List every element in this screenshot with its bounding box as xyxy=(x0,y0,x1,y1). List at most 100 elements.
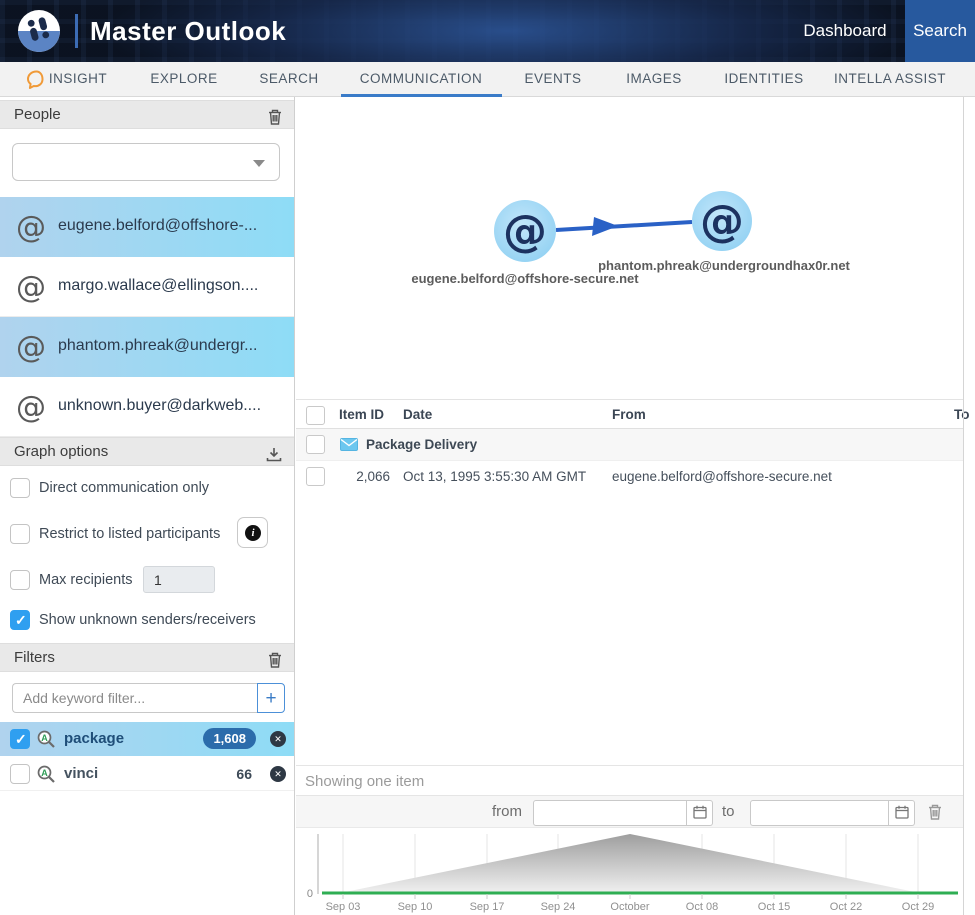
communication-panel: @ @ eugene.belford@offshore-secure.net p… xyxy=(296,97,970,915)
tab-explore[interactable]: EXPLORE xyxy=(150,71,218,86)
person-row[interactable]: @ margo.wallace@ellingson.... xyxy=(0,257,294,317)
remove-filter-icon[interactable]: ✕ xyxy=(270,731,286,747)
clear-range-trash-icon[interactable] xyxy=(928,804,942,825)
svg-text:A: A xyxy=(41,733,48,743)
graph-options-header-label: Graph options xyxy=(14,443,109,460)
option-restrict-participants: Restrict to listed participants i xyxy=(0,517,294,550)
max-recipients-input[interactable] xyxy=(143,566,215,593)
tab-communication[interactable]: COMMUNICATION xyxy=(359,71,483,86)
insight-head-icon xyxy=(27,70,44,89)
filter-count: 66 xyxy=(236,766,252,782)
clear-people-trash-icon[interactable] xyxy=(268,107,282,134)
keyword-filter-input[interactable] xyxy=(12,683,257,713)
cell-from: eugene.belford@offshore-secure.net xyxy=(612,469,832,484)
filter-vinci-checkbox[interactable] xyxy=(10,764,30,784)
to-label: to xyxy=(722,803,735,820)
column-item-id[interactable]: Item ID xyxy=(339,407,385,422)
filter-keyword-label: package xyxy=(64,730,125,747)
timeline-histogram[interactable]: 0 Sep 03 Sep 10 Sep 17 Sep 24 October Oc… xyxy=(296,828,963,915)
cell-date: Oct 13, 1995 3:55:30 AM GMT xyxy=(403,469,587,484)
table-group-row[interactable]: Package Delivery xyxy=(296,429,963,461)
filter-keyword-label: vinci xyxy=(64,765,99,782)
person-row[interactable]: @ phantom.phreak@undergr... xyxy=(0,317,294,377)
svg-text:Sep 17: Sep 17 xyxy=(470,901,505,913)
chevron-down-icon xyxy=(253,160,265,167)
max-recipients-checkbox[interactable] xyxy=(10,570,30,590)
tab-events[interactable]: EVENTS xyxy=(524,71,582,86)
row-checkbox[interactable] xyxy=(306,467,325,486)
option-label: Show unknown senders/receivers xyxy=(39,612,256,628)
timeline-axis-ticks xyxy=(342,894,919,899)
at-icon: @ xyxy=(16,390,46,425)
tab-images[interactable]: IMAGES xyxy=(626,71,682,86)
remove-filter-icon[interactable]: ✕ xyxy=(270,766,286,782)
at-icon: @ xyxy=(503,206,547,257)
export-graph-icon[interactable] xyxy=(266,444,282,471)
column-to[interactable]: To xyxy=(954,407,970,422)
panel-right-border xyxy=(963,97,964,915)
svg-text:A: A xyxy=(41,768,48,778)
people-section-header: People xyxy=(0,100,294,129)
nav-search[interactable]: Search xyxy=(905,0,975,62)
status-bar: Showing one item xyxy=(296,765,963,795)
svg-text:Oct 29: Oct 29 xyxy=(902,901,934,913)
person-email: eugene.belford@offshore-... xyxy=(58,217,258,234)
graph-node-phantom[interactable] xyxy=(692,191,752,251)
filters-section-header: Filters xyxy=(0,643,294,672)
at-icon: @ xyxy=(16,210,46,245)
person-row[interactable]: @ unknown.buyer@darkweb.... xyxy=(0,377,294,437)
at-icon: @ xyxy=(700,196,744,247)
tab-intella-assist[interactable]: INTELLA ASSIST xyxy=(833,71,947,86)
svg-text:Oct 22: Oct 22 xyxy=(830,901,862,913)
column-date[interactable]: Date xyxy=(403,407,433,422)
timeline-tick-labels: Sep 03 Sep 10 Sep 17 Sep 24 October Oct … xyxy=(326,901,935,913)
people-select-dropdown[interactable] xyxy=(12,143,280,181)
logo-divider xyxy=(75,14,78,48)
keyword-search-icon: A xyxy=(36,729,56,754)
svg-text:Oct 15: Oct 15 xyxy=(758,901,790,913)
option-label: Restrict to listed participants xyxy=(39,526,221,542)
active-tab-indicator xyxy=(341,94,502,97)
graph-options-header: Graph options xyxy=(0,437,294,466)
filter-row-package[interactable]: A package 1,608 ✕ xyxy=(0,722,294,756)
tab-search[interactable]: SEARCH xyxy=(259,71,319,86)
tab-bar: INSIGHT EXPLORE SEARCH COMMUNICATION EVE… xyxy=(0,62,975,97)
nav-dashboard[interactable]: Dashboard xyxy=(803,21,887,40)
graph-canvas[interactable]: @ @ xyxy=(296,97,963,399)
people-header-label: People xyxy=(14,106,61,123)
calendar-icon[interactable] xyxy=(687,800,713,826)
table-header-row: Item ID Date From To xyxy=(296,399,970,429)
histogram-area xyxy=(340,834,920,893)
at-icon: @ xyxy=(16,270,46,305)
direct-communication-checkbox[interactable] xyxy=(10,478,30,498)
graph-edge xyxy=(555,220,693,232)
filter-row-vinci[interactable]: A vinci 66 ✕ xyxy=(0,757,294,791)
select-all-checkbox[interactable] xyxy=(306,406,325,425)
info-button[interactable]: i xyxy=(237,517,268,548)
option-max-recipients: Max recipients xyxy=(0,566,294,596)
calendar-icon[interactable] xyxy=(889,800,915,826)
group-checkbox[interactable] xyxy=(306,435,325,454)
date-from-input[interactable] xyxy=(533,800,687,826)
communication-graph: @ @ eugene.belford@offshore-secure.net p… xyxy=(296,97,963,399)
status-text: Showing one item xyxy=(305,773,425,790)
info-icon: i xyxy=(245,525,261,541)
tab-insight[interactable]: INSIGHT xyxy=(48,71,108,86)
restrict-participants-checkbox[interactable] xyxy=(10,524,30,544)
clear-filters-trash-icon[interactable] xyxy=(268,650,282,677)
tab-identities[interactable]: IDENTITIES xyxy=(724,71,804,86)
graph-node-eugene[interactable] xyxy=(494,200,556,262)
svg-text:October: October xyxy=(610,901,649,913)
add-keyword-button[interactable]: + xyxy=(257,683,285,713)
date-to-input[interactable] xyxy=(750,800,889,826)
column-from[interactable]: From xyxy=(612,407,646,422)
keyword-filter-row: + xyxy=(12,683,285,713)
filters-header-label: Filters xyxy=(14,649,55,666)
table-row[interactable]: 2,066 Oct 13, 1995 3:55:30 AM GMT eugene… xyxy=(296,461,963,493)
from-label: from xyxy=(492,803,522,820)
person-row[interactable]: @ eugene.belford@offshore-... xyxy=(0,197,294,257)
show-unknown-checkbox[interactable] xyxy=(10,610,30,630)
filter-package-checkbox[interactable] xyxy=(10,729,30,749)
y-axis-zero-label: 0 xyxy=(307,888,313,900)
